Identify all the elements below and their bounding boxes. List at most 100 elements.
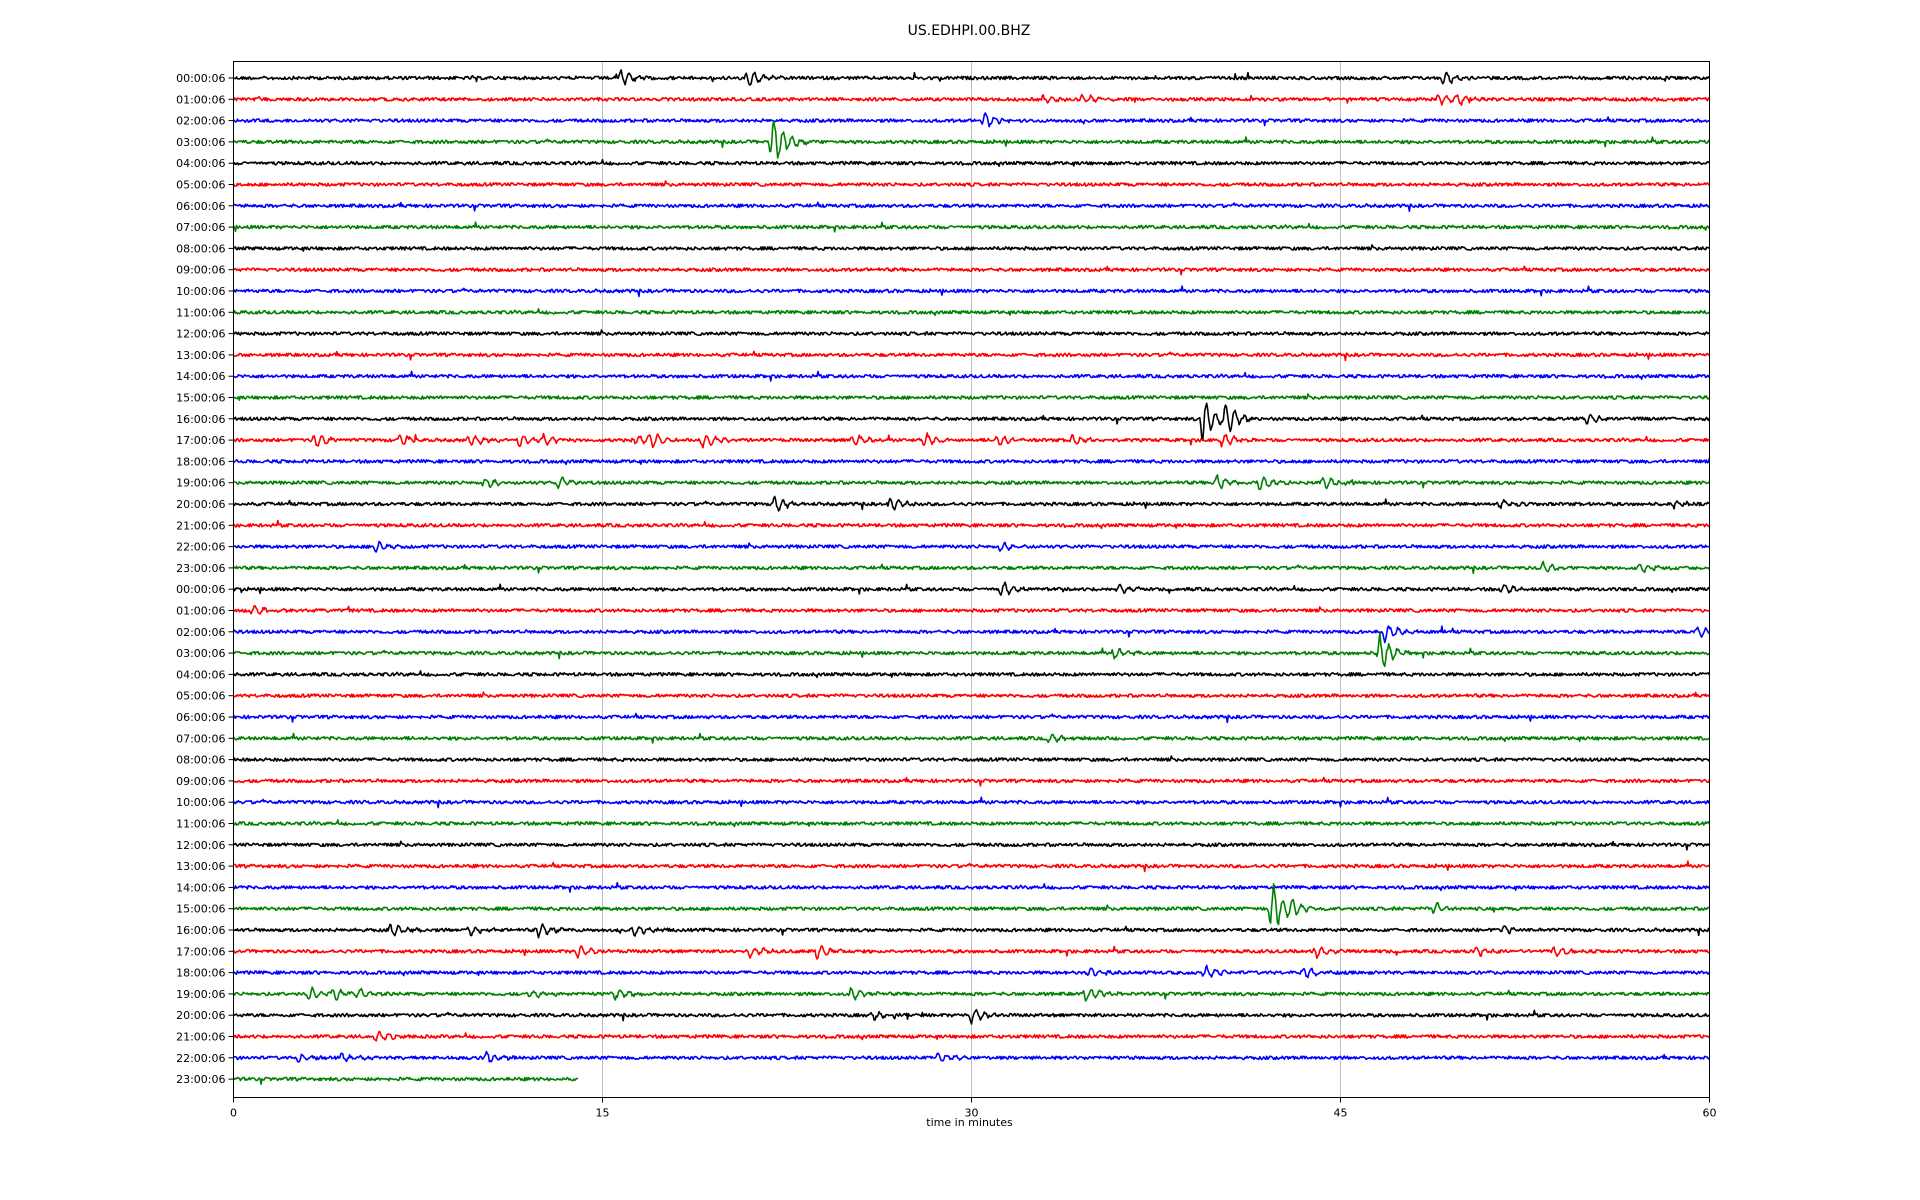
row-time-label: 22:00:06 bbox=[176, 541, 225, 554]
trace-row bbox=[232, 840, 1711, 851]
trace-row bbox=[233, 201, 1711, 212]
trace-row bbox=[232, 432, 1710, 449]
trace-row bbox=[232, 819, 1711, 828]
trace-row bbox=[233, 244, 1710, 252]
trace-row bbox=[232, 732, 1710, 744]
row-time-label: 23:00:06 bbox=[176, 562, 225, 575]
row-time-label: 00:00:06 bbox=[176, 583, 225, 596]
row-time-label: 13:00:06 bbox=[176, 349, 225, 362]
trace-row bbox=[233, 625, 1710, 644]
trace-row bbox=[232, 93, 1711, 106]
trace-row bbox=[233, 860, 1711, 873]
row-time-label: 20:00:06 bbox=[176, 1009, 225, 1022]
row-time-label: 07:00:06 bbox=[176, 221, 225, 234]
row-time-label: 12:00:06 bbox=[176, 328, 225, 341]
x-axis-label: time in minutes bbox=[926, 1116, 1013, 1129]
x-tick-label: 15 bbox=[596, 1107, 610, 1120]
trace-row bbox=[233, 964, 1711, 979]
x-tick-label: 60 bbox=[1703, 1107, 1717, 1120]
trace-row bbox=[233, 604, 1711, 615]
row-time-label: 17:00:06 bbox=[176, 434, 225, 447]
x-tick-label: 45 bbox=[1334, 1107, 1348, 1120]
row-time-labels: 00:00:06 01:00:06 02:00:06 03:00:06 04:00:06… bbox=[176, 72, 234, 1086]
trace-row bbox=[233, 923, 1711, 939]
row-time-label: 02:00:06 bbox=[176, 626, 225, 639]
trace-row bbox=[232, 581, 1711, 596]
trace-row bbox=[232, 329, 1710, 337]
trace-row bbox=[232, 112, 1710, 128]
trace-row bbox=[232, 221, 1711, 233]
row-time-label: 03:00:06 bbox=[176, 136, 225, 149]
row-time-label: 22:00:06 bbox=[176, 1052, 225, 1065]
trace-row bbox=[232, 796, 1711, 809]
row-time-label: 18:00:06 bbox=[176, 455, 225, 468]
trace-row bbox=[233, 776, 1711, 787]
row-time-label: 19:00:06 bbox=[176, 988, 225, 1001]
trace-row bbox=[232, 350, 1710, 362]
x-tick-label: 0 bbox=[230, 1107, 237, 1120]
row-time-label: 10:00:06 bbox=[176, 796, 225, 809]
row-time-label: 08:00:06 bbox=[176, 754, 225, 767]
trace-row bbox=[232, 285, 1710, 298]
trace-row bbox=[232, 944, 1710, 960]
trace-row bbox=[233, 370, 1711, 382]
trace-row bbox=[233, 474, 1711, 491]
row-time-label: 06:00:06 bbox=[176, 711, 225, 724]
trace-row bbox=[232, 402, 1711, 442]
trace-row bbox=[233, 1050, 1710, 1063]
x-tick-label: 30 bbox=[965, 1107, 979, 1120]
row-time-label: 01:00:06 bbox=[176, 93, 225, 106]
trace-row bbox=[232, 158, 1710, 167]
row-time-label: 16:00:06 bbox=[176, 413, 225, 426]
row-time-label: 23:00:06 bbox=[176, 1073, 225, 1086]
vertical-grid bbox=[602, 61, 1341, 1098]
trace-row bbox=[233, 540, 1710, 553]
trace-row bbox=[232, 670, 1711, 679]
trace-layer bbox=[232, 69, 1711, 1085]
row-time-label: 12:00:06 bbox=[176, 839, 225, 852]
trace-row bbox=[233, 691, 1711, 699]
row-time-label: 04:00:06 bbox=[176, 668, 225, 681]
chart-title: US.EDHPI.00.BHZ bbox=[908, 23, 1031, 39]
row-time-label: 03:00:06 bbox=[176, 647, 225, 660]
row-time-label: 02:00:06 bbox=[176, 115, 225, 128]
x-axis-ticks: 0 15 30 45 60 bbox=[230, 1097, 1717, 1120]
trace-row bbox=[232, 457, 1711, 466]
row-time-label: 18:00:06 bbox=[176, 967, 225, 980]
trace-row bbox=[232, 755, 1711, 763]
trace-row bbox=[232, 712, 1711, 724]
row-time-label: 04:00:06 bbox=[176, 157, 225, 170]
trace-row bbox=[232, 882, 1710, 926]
row-time-label: 11:00:06 bbox=[176, 306, 225, 319]
row-time-label: 20:00:06 bbox=[176, 498, 225, 511]
row-time-label: 08:00:06 bbox=[176, 242, 225, 255]
row-time-label: 21:00:06 bbox=[176, 1031, 225, 1044]
row-time-label: 19:00:06 bbox=[176, 477, 225, 490]
row-time-label: 15:00:06 bbox=[176, 903, 225, 916]
row-time-label: 14:00:06 bbox=[176, 370, 225, 383]
trace-row bbox=[233, 69, 1711, 86]
row-time-label: 06:00:06 bbox=[176, 200, 225, 213]
trace-row bbox=[232, 1030, 1710, 1042]
trace-row bbox=[232, 881, 1711, 893]
trace-row bbox=[232, 1008, 1711, 1025]
trace-row bbox=[232, 120, 1710, 159]
trace-row bbox=[232, 307, 1711, 317]
trace-row bbox=[233, 519, 1710, 530]
trace-row bbox=[233, 560, 1711, 575]
row-time-label: 14:00:06 bbox=[176, 881, 225, 894]
row-time-label: 17:00:06 bbox=[176, 945, 225, 958]
row-time-label: 21:00:06 bbox=[176, 519, 225, 532]
trace-row bbox=[232, 986, 1711, 1002]
row-time-label: 00:00:06 bbox=[176, 72, 225, 85]
row-time-label: 13:00:06 bbox=[176, 860, 225, 873]
row-time-label: 05:00:06 bbox=[176, 690, 225, 703]
trace-row bbox=[232, 393, 1710, 402]
row-time-label: 01:00:06 bbox=[176, 605, 225, 618]
trace-row bbox=[232, 1076, 579, 1085]
trace-row bbox=[233, 495, 1710, 512]
row-time-label: 16:00:06 bbox=[176, 924, 225, 937]
trace-row bbox=[232, 632, 1710, 668]
trace-row bbox=[232, 180, 1710, 187]
